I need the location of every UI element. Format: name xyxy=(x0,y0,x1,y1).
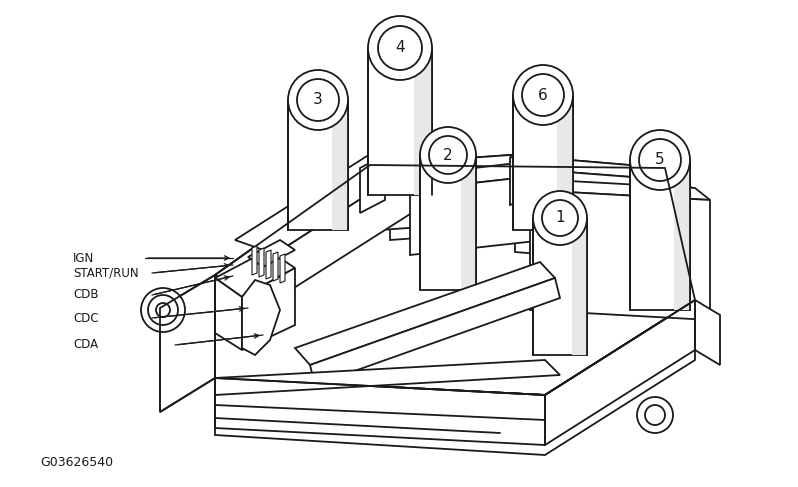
Circle shape xyxy=(513,65,573,125)
Circle shape xyxy=(637,397,673,433)
Polygon shape xyxy=(515,178,710,200)
Circle shape xyxy=(645,405,665,425)
Circle shape xyxy=(522,74,564,116)
Polygon shape xyxy=(273,252,278,281)
Circle shape xyxy=(156,303,170,317)
Polygon shape xyxy=(275,148,440,300)
Circle shape xyxy=(420,127,476,183)
Polygon shape xyxy=(674,160,690,310)
Polygon shape xyxy=(360,155,385,213)
Circle shape xyxy=(630,130,690,190)
Polygon shape xyxy=(572,218,587,355)
Polygon shape xyxy=(215,360,560,395)
Polygon shape xyxy=(215,165,390,285)
Polygon shape xyxy=(280,254,285,283)
Text: 1: 1 xyxy=(555,210,565,225)
Polygon shape xyxy=(242,280,280,355)
Polygon shape xyxy=(266,250,271,279)
Text: 4: 4 xyxy=(395,40,405,56)
Text: CDB: CDB xyxy=(73,288,98,301)
Circle shape xyxy=(429,136,467,174)
Polygon shape xyxy=(310,278,560,385)
Polygon shape xyxy=(370,155,520,176)
Circle shape xyxy=(288,70,348,130)
Polygon shape xyxy=(510,155,670,180)
Text: START/RUN: START/RUN xyxy=(73,266,139,280)
Circle shape xyxy=(148,295,178,325)
Polygon shape xyxy=(556,95,573,230)
Circle shape xyxy=(378,26,422,70)
Text: 5: 5 xyxy=(655,152,665,168)
Text: 3: 3 xyxy=(313,93,323,108)
Polygon shape xyxy=(410,175,545,255)
Polygon shape xyxy=(390,162,545,190)
Polygon shape xyxy=(530,190,710,320)
Polygon shape xyxy=(390,168,530,240)
Polygon shape xyxy=(420,155,476,290)
Polygon shape xyxy=(695,300,720,365)
Polygon shape xyxy=(370,118,400,165)
Polygon shape xyxy=(235,175,390,320)
Polygon shape xyxy=(545,300,695,445)
Text: G03626540: G03626540 xyxy=(40,455,113,468)
Polygon shape xyxy=(331,100,348,230)
Text: CDC: CDC xyxy=(73,312,99,324)
Polygon shape xyxy=(513,95,573,230)
Circle shape xyxy=(533,191,587,245)
Text: 6: 6 xyxy=(538,88,548,102)
Text: CDA: CDA xyxy=(73,338,98,352)
Circle shape xyxy=(297,79,339,121)
Polygon shape xyxy=(252,246,257,275)
Polygon shape xyxy=(215,378,545,445)
Polygon shape xyxy=(259,248,264,277)
Polygon shape xyxy=(160,275,215,412)
Polygon shape xyxy=(288,100,348,230)
Polygon shape xyxy=(215,250,295,297)
Polygon shape xyxy=(414,48,432,195)
Polygon shape xyxy=(510,148,535,205)
Polygon shape xyxy=(460,155,476,290)
Polygon shape xyxy=(380,165,520,230)
Text: IGN: IGN xyxy=(73,251,94,264)
Polygon shape xyxy=(533,218,587,355)
Polygon shape xyxy=(630,160,690,310)
Polygon shape xyxy=(215,278,242,350)
Polygon shape xyxy=(215,165,695,395)
Polygon shape xyxy=(242,268,295,350)
Polygon shape xyxy=(368,48,432,195)
Circle shape xyxy=(141,288,185,332)
Polygon shape xyxy=(295,262,555,365)
Text: 2: 2 xyxy=(443,148,452,163)
Polygon shape xyxy=(215,300,695,455)
Polygon shape xyxy=(248,240,295,267)
Polygon shape xyxy=(510,155,695,190)
Circle shape xyxy=(368,16,432,80)
Polygon shape xyxy=(235,135,440,254)
Circle shape xyxy=(542,200,578,236)
Polygon shape xyxy=(370,155,530,178)
Circle shape xyxy=(639,139,681,181)
Polygon shape xyxy=(515,168,670,265)
